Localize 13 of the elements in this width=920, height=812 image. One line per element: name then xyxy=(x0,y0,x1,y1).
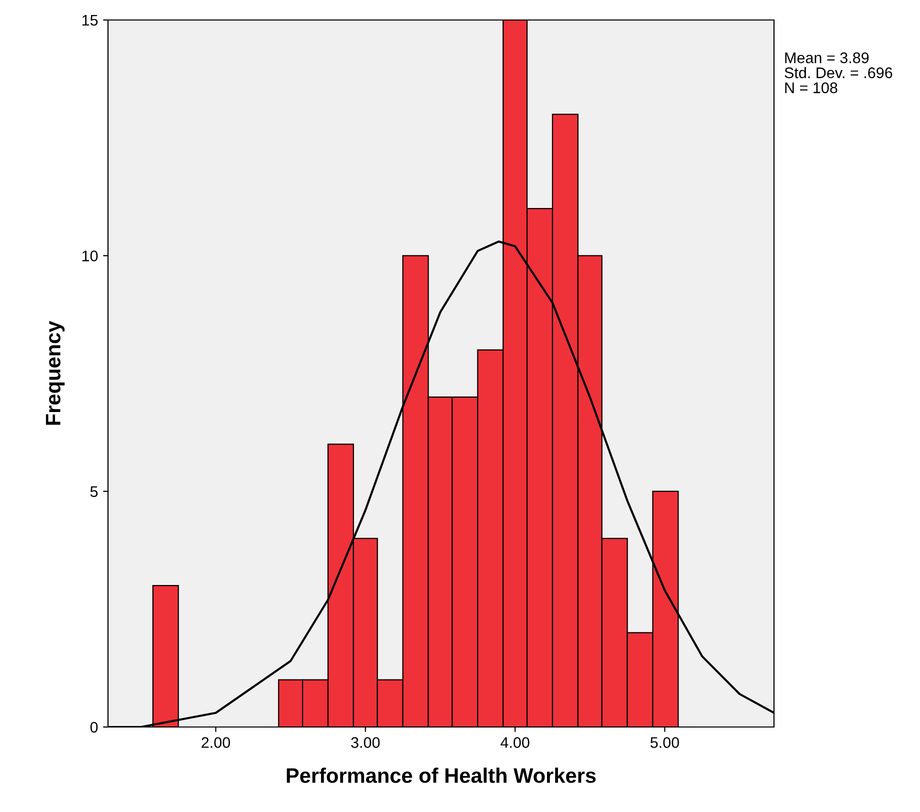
x-tick-label: 4.00 xyxy=(500,737,530,748)
x-tick-label: 5.00 xyxy=(650,737,680,748)
y-tick-label: 0 xyxy=(90,722,98,733)
y-tick-label: 15 xyxy=(82,15,98,26)
text: Std. Dev. = .696 xyxy=(784,67,892,78)
y-axis-title: Frequency xyxy=(46,320,65,425)
y-tick-label: 10 xyxy=(82,250,98,262)
text: Mean = 3.89 xyxy=(785,52,869,64)
x-tick-label: 3.00 xyxy=(351,737,380,748)
y-tick-label: 5 xyxy=(90,486,98,498)
x-axis-title: Performance of Health Workers xyxy=(286,768,596,783)
x-tick-label: 2.00 xyxy=(202,737,230,748)
text: N = 108 xyxy=(785,82,838,94)
